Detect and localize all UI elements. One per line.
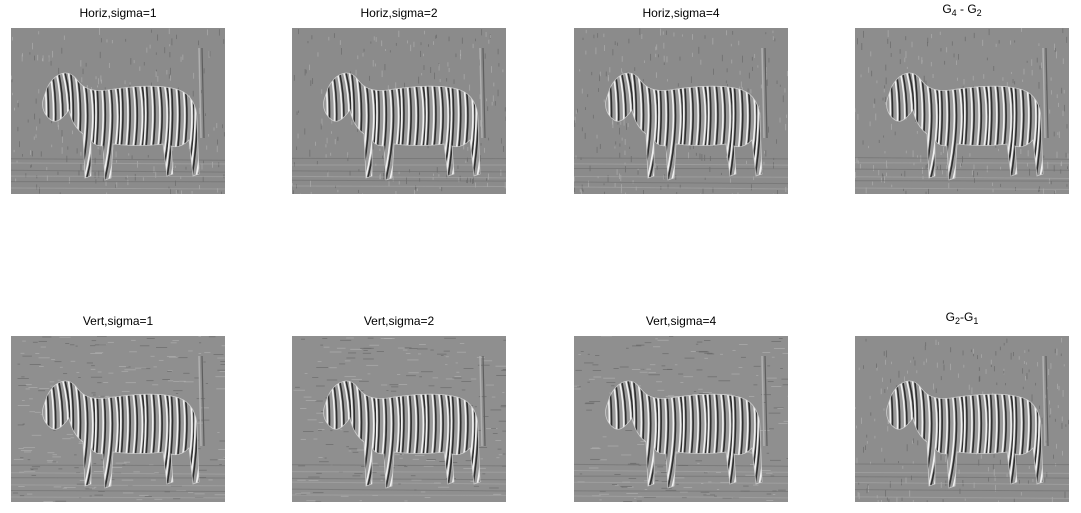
panel-title: Horiz,sigma=1 (79, 6, 157, 20)
panel-title: Horiz,sigma=4 (642, 6, 720, 20)
zebra-filtered-image (11, 336, 225, 502)
panel-title: Vert,sigma=4 (645, 314, 717, 328)
zebra-image (292, 336, 506, 502)
zebra-filtered-image (574, 28, 788, 194)
zebra-filtered-image (11, 28, 225, 194)
zebra-filtered-image (292, 336, 506, 502)
zebra-filtered-image (855, 336, 1069, 502)
zebra-image (11, 28, 225, 194)
zebra-image (855, 28, 1069, 194)
zebra-filtered-image (855, 28, 1069, 194)
panel-title: Vert,sigma=1 (82, 314, 154, 328)
zebra-image (292, 28, 506, 194)
zebra-image (574, 336, 788, 502)
zebra-image (11, 336, 225, 502)
panel-title: G4 - G2 (942, 2, 982, 18)
panel-title: Horiz,sigma=2 (360, 6, 438, 20)
panel-title: G2-G1 (945, 310, 979, 326)
zebra-filtered-image (292, 28, 506, 194)
zebra-filtered-image (574, 336, 788, 502)
zebra-image (855, 336, 1069, 502)
zebra-image (574, 28, 788, 194)
panel-title: Vert,sigma=2 (363, 314, 435, 328)
